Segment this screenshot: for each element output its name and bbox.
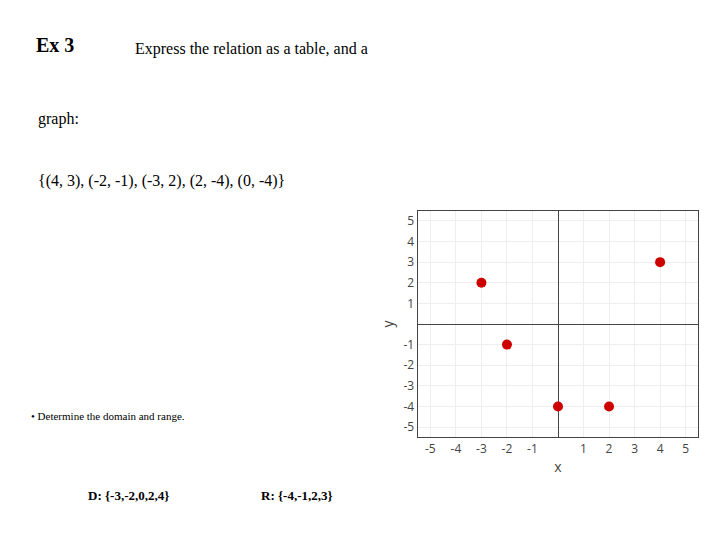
svg-text:-5: -5 xyxy=(425,440,436,457)
svg-text:R: {-4,-1,2,3}: R: {-4,-1,2,3} xyxy=(261,488,333,503)
svg-text:-2: -2 xyxy=(403,356,414,373)
svg-text:-3: -3 xyxy=(403,377,414,394)
svg-text:Express the relation as a tabl: Express the relation as a table, and a xyxy=(135,40,368,58)
svg-text:{(4, 3), (-2, -1), (-3, 2), (2: {(4, 3), (-2, -1), (-3, 2), (2, -4), (0,… xyxy=(38,172,285,190)
svg-text:-1: -1 xyxy=(403,336,414,353)
svg-text:2: 2 xyxy=(606,440,613,457)
svg-text:-4: -4 xyxy=(451,440,462,457)
svg-text:2: 2 xyxy=(407,274,414,291)
svg-text:-4: -4 xyxy=(403,398,414,415)
svg-text:1: 1 xyxy=(580,440,587,457)
svg-text:5: 5 xyxy=(407,212,414,229)
svg-text:3: 3 xyxy=(631,440,638,457)
svg-text:4: 4 xyxy=(407,233,414,250)
svg-text:y: y xyxy=(378,320,397,328)
svg-text:Ex 3: Ex 3 xyxy=(36,34,74,56)
svg-text:x: x xyxy=(554,457,562,476)
svg-text:3: 3 xyxy=(407,253,414,270)
svg-text:-3: -3 xyxy=(476,440,487,457)
svg-text:-1: -1 xyxy=(527,440,538,457)
svg-text:-5: -5 xyxy=(403,418,414,435)
svg-text:1: 1 xyxy=(407,295,414,312)
svg-text:graph:: graph: xyxy=(38,110,79,128)
svg-text:• Determine the domain and ran: • Determine the domain and range. xyxy=(31,410,185,422)
svg-text:D: {-3,-2,0,2,4}: D: {-3,-2,0,2,4} xyxy=(88,488,169,503)
svg-text:-2: -2 xyxy=(502,440,513,457)
svg-text:5: 5 xyxy=(682,440,689,457)
svg-text:4: 4 xyxy=(657,440,664,457)
